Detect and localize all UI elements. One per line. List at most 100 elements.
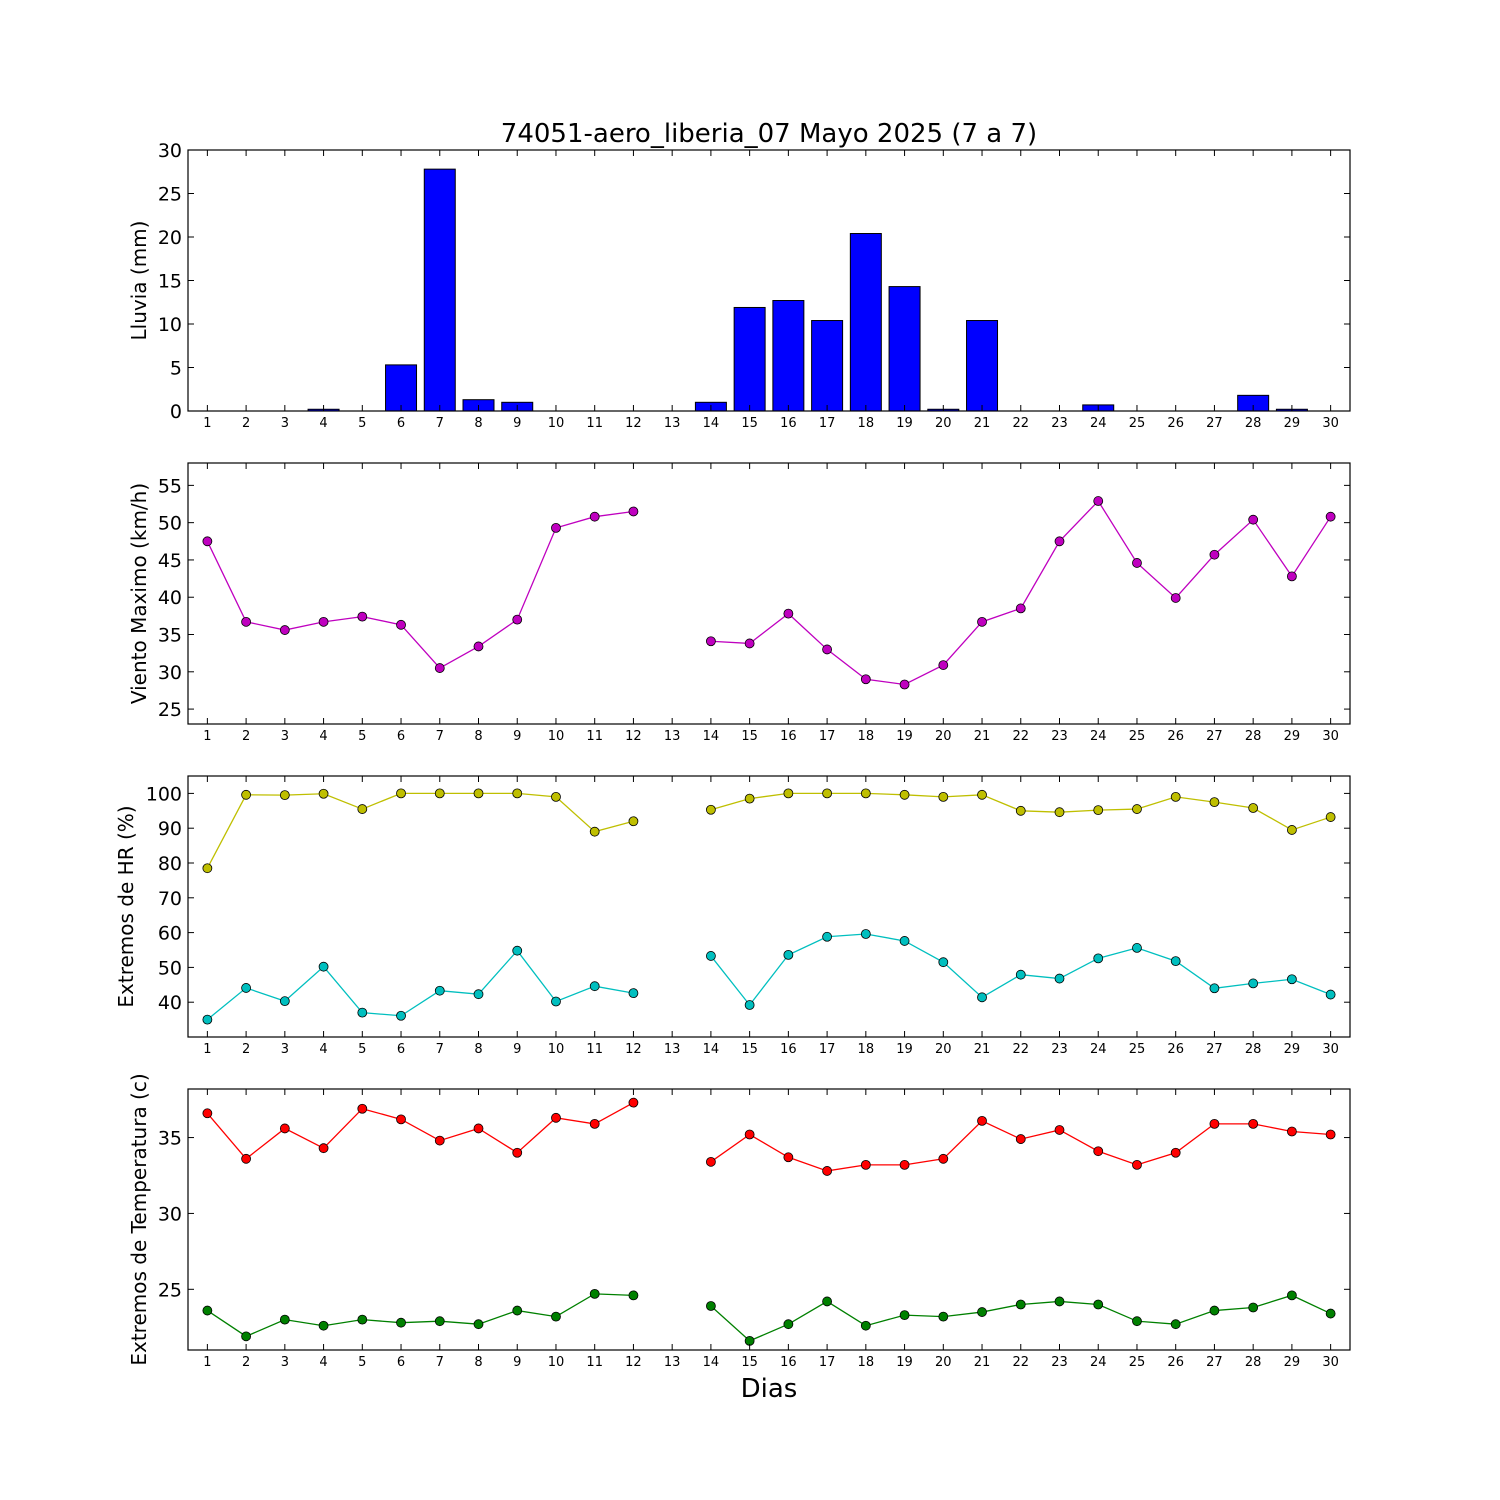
x-tick-label: 7 xyxy=(436,729,444,744)
point-s1-day-11 xyxy=(589,1288,600,1299)
x-tick-label: 8 xyxy=(474,1042,482,1057)
point-s1-day-6 xyxy=(396,1010,406,1021)
point-s1-day-3 xyxy=(279,996,290,1007)
point-s1-day-10 xyxy=(551,1311,561,1322)
x-axis-label: Dias xyxy=(741,1374,798,1404)
x-tick-label: 11 xyxy=(586,729,603,744)
y-tick-label: 50 xyxy=(158,957,182,979)
x-tick-label: 6 xyxy=(397,729,405,744)
point-s0-day-14 xyxy=(706,1156,716,1167)
x-tick-label: 12 xyxy=(625,416,642,431)
x-tick-label: 18 xyxy=(858,729,875,744)
point-s1-day-8 xyxy=(473,1319,484,1330)
point-s1-day-18 xyxy=(860,929,871,939)
x-tick-label: 2 xyxy=(242,1042,250,1057)
x-tick-label: 22 xyxy=(1012,1042,1029,1057)
x-tick-label: 24 xyxy=(1090,1355,1107,1370)
x-tick-label: 11 xyxy=(586,1355,603,1370)
point-s0-day-12 xyxy=(628,506,639,517)
x-tick-label: 28 xyxy=(1245,729,1262,744)
point-s1-day-7 xyxy=(434,985,445,996)
x-tick-label: 6 xyxy=(397,1042,405,1057)
point-s0-day-20 xyxy=(938,660,949,670)
point-s0-day-18 xyxy=(860,674,871,685)
point-s0-day-25 xyxy=(1132,1159,1142,1170)
point-s0-day-24 xyxy=(1093,805,1104,815)
point-s0-day-23 xyxy=(1054,807,1065,818)
x-tick-label: 8 xyxy=(474,1355,482,1370)
point-s1-day-20 xyxy=(938,957,949,968)
point-s0-day-9 xyxy=(512,788,523,799)
point-s1-day-16 xyxy=(783,1319,794,1330)
bar-day-16 xyxy=(772,300,805,412)
x-tick-label: 4 xyxy=(319,1355,327,1370)
point-s0-day-21 xyxy=(977,1115,987,1126)
point-s0-day-10 xyxy=(551,522,561,533)
point-s0-day-6 xyxy=(396,788,406,799)
point-s0-day-29 xyxy=(1287,571,1297,582)
point-s1-day-21 xyxy=(977,1307,987,1317)
y-tick-label: 30 xyxy=(158,1203,182,1225)
x-tick-label: 12 xyxy=(625,1355,642,1370)
x-tick-label: 19 xyxy=(896,1042,913,1057)
point-s0-day-3 xyxy=(279,790,290,801)
x-tick-label: 8 xyxy=(474,416,482,431)
point-s0-day-25 xyxy=(1132,558,1142,568)
x-tick-label: 14 xyxy=(703,416,720,431)
point-s0-day-28 xyxy=(1248,514,1259,525)
x-tick-label: 20 xyxy=(935,416,952,431)
point-s0-day-29 xyxy=(1287,1126,1297,1137)
plot-frame xyxy=(187,1088,1351,1351)
point-s1-day-15 xyxy=(744,1000,755,1010)
series-1-line-0 xyxy=(206,949,634,1021)
series-0-line-1 xyxy=(710,499,1332,686)
point-s0-day-26 xyxy=(1170,593,1181,603)
x-tick-label: 17 xyxy=(819,1042,836,1057)
x-tick-label: 9 xyxy=(513,1042,521,1057)
y-tick-label: 25 xyxy=(158,1279,182,1301)
point-s0-day-30 xyxy=(1325,1129,1336,1140)
x-tick-label: 14 xyxy=(703,729,720,744)
bar-day-18 xyxy=(849,233,882,412)
x-tick-label: 21 xyxy=(974,416,991,431)
series-1-line-1 xyxy=(710,933,1331,1007)
point-s0-day-26 xyxy=(1170,1147,1181,1158)
x-tick-label: 3 xyxy=(281,1042,289,1057)
point-s1-day-24 xyxy=(1093,1299,1104,1310)
x-tick-label: 15 xyxy=(741,1355,758,1370)
bar-day-6 xyxy=(385,364,418,412)
x-tick-label: 10 xyxy=(548,416,565,431)
point-s0-day-2 xyxy=(241,616,252,627)
y-axis-label: Extremos de HR (%) xyxy=(114,805,138,1007)
x-tick-label: 21 xyxy=(974,1042,991,1057)
x-tick-label: 20 xyxy=(935,1355,952,1370)
x-tick-label: 21 xyxy=(974,1355,991,1370)
x-tick-label: 15 xyxy=(741,416,758,431)
x-tick-label: 20 xyxy=(935,729,952,744)
x-tick-label: 27 xyxy=(1206,729,1223,744)
x-tick-label: 12 xyxy=(625,729,642,744)
point-s1-day-23 xyxy=(1054,973,1065,984)
plot-frame xyxy=(187,462,1351,725)
point-s1-day-26 xyxy=(1170,956,1181,967)
point-s0-day-11 xyxy=(589,511,600,522)
x-tick-label: 27 xyxy=(1206,1042,1223,1057)
point-s1-day-30 xyxy=(1325,989,1336,1000)
y-tick-label: 55 xyxy=(158,475,182,497)
point-s1-day-2 xyxy=(241,1331,252,1342)
point-s1-day-12 xyxy=(628,988,639,999)
x-tick-label: 5 xyxy=(358,729,366,744)
x-tick-label: 9 xyxy=(513,416,521,431)
point-s1-day-18 xyxy=(860,1320,871,1331)
x-tick-label: 1 xyxy=(203,1042,211,1057)
bar-day-7 xyxy=(423,168,456,412)
series-0-line-0 xyxy=(206,510,634,669)
y-tick-label: 80 xyxy=(158,853,182,875)
y-axis-label: Extremos de Temperatura (c) xyxy=(127,1073,151,1365)
x-tick-label: 28 xyxy=(1245,416,1262,431)
point-s0-day-5 xyxy=(357,1103,368,1114)
point-s0-day-9 xyxy=(512,1147,523,1158)
